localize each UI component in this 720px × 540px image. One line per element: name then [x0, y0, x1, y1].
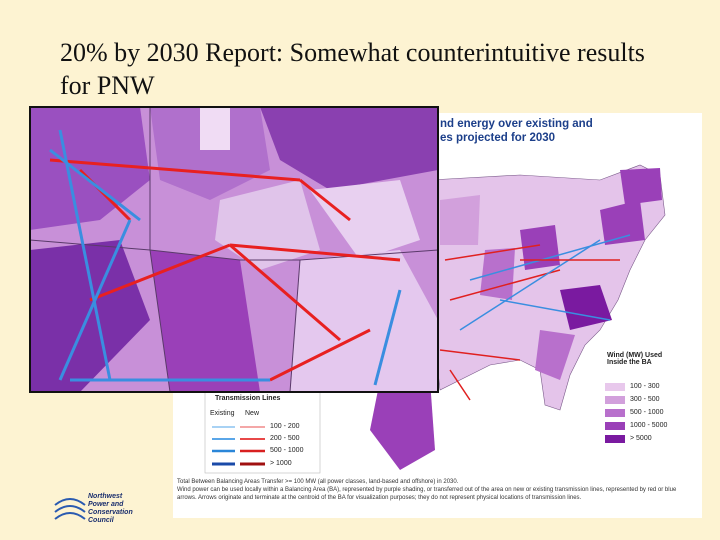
pnw-inset	[29, 106, 439, 393]
legend-column: Existing	[210, 410, 235, 417]
legend-label: 1000 - 5000	[630, 422, 668, 429]
map-heading: es projected for 2030	[440, 132, 556, 144]
logo-mark	[54, 498, 86, 520]
legend-label: 200 - 500	[270, 435, 300, 442]
legend-label: 100 - 300	[630, 383, 660, 390]
legend-box	[204, 384, 321, 474]
logo-text: Conservation	[88, 509, 133, 516]
logo-text: Council	[88, 517, 114, 524]
legend-label: 300 - 500	[630, 396, 660, 403]
legend-swatch	[605, 396, 625, 404]
legend-swatch	[605, 383, 625, 391]
legend-label: > 1000	[270, 460, 292, 467]
legend-title: Wind (MW) Used Inside the BA	[607, 352, 663, 366]
legend-title: Transmission Lines	[215, 395, 281, 402]
legend-swatch	[605, 409, 625, 417]
logo-text: Northwest	[88, 493, 123, 500]
legend-label: 100 - 200	[270, 423, 300, 430]
us-map	[370, 164, 666, 470]
legend-swatch	[605, 422, 625, 430]
legend-label: 500 - 1000	[630, 409, 664, 416]
slide-title: 20% by 2030 Report: Somewhat counterintu…	[60, 38, 645, 100]
legend-label: > 5000	[630, 435, 652, 442]
map-heading: nd energy over existing and	[440, 118, 593, 130]
footnote: Total Between Balancing Areas Transfer >…	[177, 479, 459, 485]
legend-column: New	[245, 410, 260, 417]
footnote: Wind power can be used locally within a …	[177, 487, 677, 501]
legend-swatch	[605, 435, 625, 443]
logo-text: Power and	[88, 501, 124, 508]
legend-arrows	[212, 426, 265, 466]
legend-label: 500 - 1000	[270, 447, 304, 454]
